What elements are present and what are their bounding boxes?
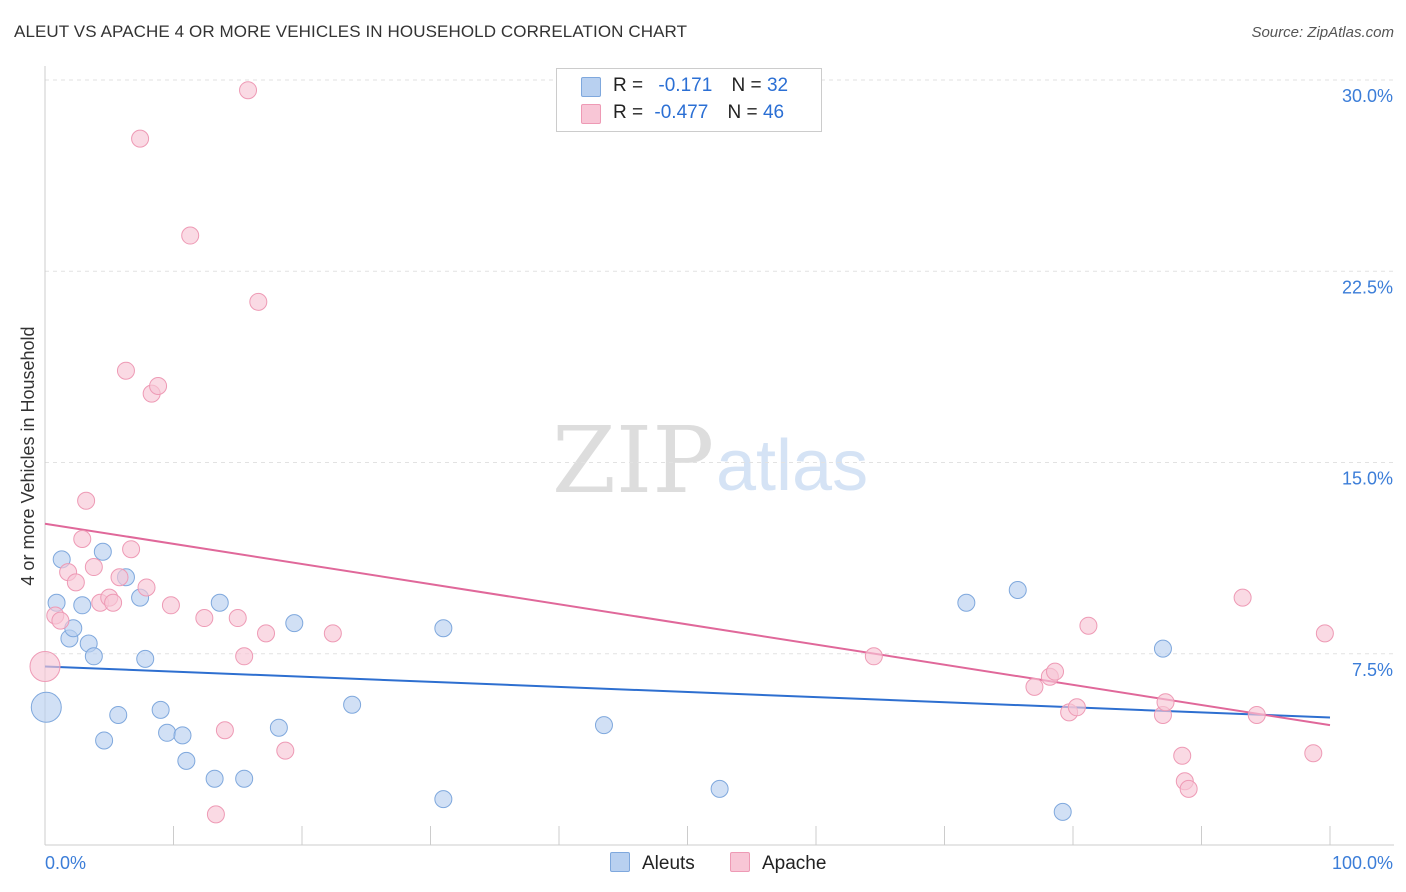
data-points (29, 81, 1334, 824)
correlation-legend: R = -0.171 N = 32 R = -0.477 N = 46 (556, 68, 822, 132)
aleut-point (235, 769, 254, 788)
aleut-point (434, 619, 453, 638)
aleut-trend-line (44, 665, 1331, 719)
apache-point (149, 377, 168, 395)
bottom-legend-aleuts: Aleuts (610, 852, 695, 875)
apache-point (1247, 705, 1266, 724)
apache-legend-label: Apache (762, 853, 827, 874)
apache-point (181, 226, 200, 245)
watermark-atlas: atlas (716, 426, 868, 506)
apache-point (1079, 616, 1098, 635)
apache-point (206, 805, 225, 824)
aleut-point (710, 779, 729, 798)
apache-point (276, 741, 295, 760)
x-tick-label-min: 0.0% (45, 853, 86, 873)
apache-point (73, 530, 92, 548)
x-tick-label-max: 100.0% (1332, 853, 1393, 873)
aleut-n-value: 32 (766, 75, 789, 96)
apache-point (239, 81, 258, 100)
aleut-point (93, 542, 112, 561)
apache-point (137, 578, 156, 597)
aleut-point (1008, 581, 1027, 599)
aleut-point (269, 718, 288, 737)
apache-point (131, 129, 150, 148)
aleut-point (957, 593, 976, 612)
aleut-point (1053, 802, 1072, 821)
apache-point (228, 609, 247, 628)
apache-point (1025, 677, 1044, 696)
watermark-zip: ZIP (552, 407, 714, 514)
apache-point (249, 292, 268, 311)
apache-trend-line (44, 522, 1331, 727)
aleut-point (177, 751, 196, 770)
apache-point (84, 558, 103, 577)
aleut-r-label: R = (613, 75, 644, 96)
apache-point (215, 721, 234, 740)
trend-lines (44, 522, 1331, 727)
aleut-point (594, 716, 613, 735)
apache-point (161, 596, 180, 615)
aleut-point (434, 790, 453, 809)
apache-point (116, 361, 135, 380)
apache-point (864, 647, 883, 666)
apache-point (1315, 624, 1334, 643)
grid-lines (45, 79, 1394, 655)
aleut-point (210, 593, 229, 612)
aleuts-legend-label: Aleuts (642, 853, 695, 874)
apache-point (235, 647, 254, 666)
apache-point (51, 611, 70, 630)
aleuts-legend-swatch (610, 852, 630, 872)
y-tick-label: 30.0% (1342, 86, 1393, 106)
apache-r-value: -0.477 (654, 102, 709, 123)
aleut-point (205, 769, 224, 788)
apache-point (323, 624, 342, 643)
aleut-point (109, 705, 128, 724)
y-tick-label: 15.0% (1342, 469, 1393, 489)
chart-title: ALEUT VS APACHE 4 OR MORE VEHICLES IN HO… (14, 22, 688, 41)
apache-point (77, 491, 96, 510)
aleut-point (151, 700, 170, 719)
y-tick-label: 22.5% (1342, 277, 1393, 297)
aleut-point (285, 614, 304, 633)
tick-labels: 7.5% 15.0% 22.5% 30.0% 0.0% 100.0% (45, 86, 1393, 873)
apache-point (1067, 698, 1086, 717)
apache-point (1156, 693, 1175, 712)
apache-point (1233, 588, 1252, 607)
aleut-point (136, 649, 155, 668)
aleut-point (30, 691, 62, 723)
aleut-r-value: -0.171 (658, 75, 713, 96)
apache-point (1173, 746, 1192, 765)
apache-n-value: 46 (762, 102, 785, 123)
source-credit: Source: ZipAtlas.com (1251, 24, 1394, 41)
aleut-point (1153, 639, 1172, 658)
apache-point (66, 573, 85, 592)
apache-n-label: N = (727, 102, 758, 123)
apache-point (110, 568, 129, 587)
aleut-point (95, 731, 114, 750)
axes (44, 66, 1394, 846)
bottom-legend-apache: Apache (730, 852, 826, 875)
aleut-point (343, 695, 362, 714)
apache-point (195, 609, 214, 628)
apache-r-label: R = (613, 102, 644, 123)
apache-legend-swatch (730, 852, 750, 872)
watermark: ZIP atlas (552, 407, 868, 514)
apache-point (122, 540, 141, 559)
apache-point (257, 624, 276, 643)
apache-point (104, 593, 123, 612)
apache-point (1304, 744, 1323, 763)
aleut-point (73, 596, 92, 615)
y-axis-title: 4 or more Vehicles in Household (18, 326, 38, 585)
aleut-point (158, 723, 177, 742)
aleut-point (173, 726, 192, 745)
aleut-swatch (581, 77, 601, 97)
aleut-n-label: N = (731, 75, 762, 96)
apache-point (1046, 662, 1065, 681)
apache-swatch (581, 104, 601, 124)
y-tick-label: 7.5% (1352, 660, 1393, 680)
apache-point (29, 651, 61, 682)
aleut-point (84, 647, 103, 666)
apache-point (1179, 779, 1198, 798)
